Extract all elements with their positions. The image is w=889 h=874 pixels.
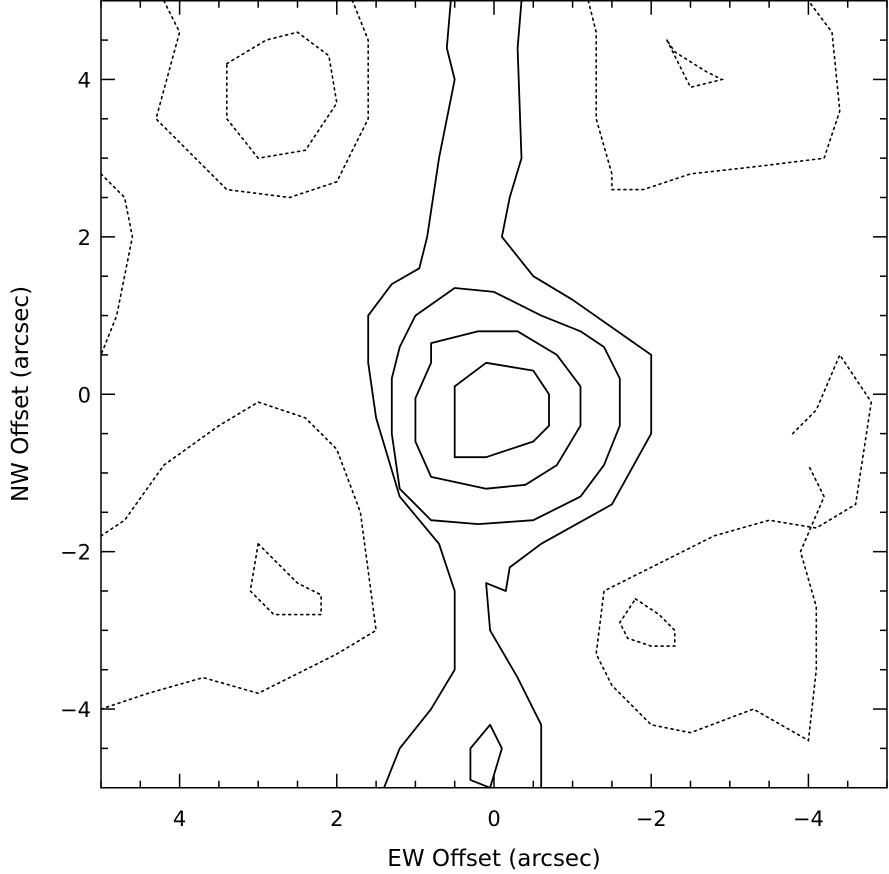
plot-frame [100,0,888,789]
dotted-contour-14 [618,597,676,647]
solid-contour-1 [453,361,550,459]
x-axis-title: EW Offset (arcsec) [387,846,600,872]
dotted-contour-10 [587,0,841,191]
solid-contour-4 [367,0,456,789]
y-tick-label: 2 [78,226,91,250]
dotted-contour-12 [100,401,377,710]
dotted-contour-11 [100,173,134,356]
x-tick-label: 2 [330,807,343,831]
solid-contour-5 [485,0,653,788]
dotted-contour-9 [666,39,725,89]
dotted-contour-8 [155,0,370,199]
x-tick-label: −2 [636,807,667,831]
solid-contour-2 [414,330,582,490]
dotted-contour-7 [226,31,338,160]
solid-contour-3 [390,287,621,525]
tick-labels: 4 2 0 −2 −4 4 2 0 −2 −4 [60,68,824,830]
solid-contour-6 [469,723,503,789]
x-tick-label: −4 [793,807,824,831]
axis-ticks [100,0,888,789]
y-tick-label: −2 [60,541,91,565]
y-tick-label: 0 [78,383,91,407]
y-axis-title: NW Offset (arcsec) [8,286,34,502]
dotted-contour-15 [595,353,873,742]
x-tick-label: 4 [173,807,186,831]
y-tick-label: −4 [60,698,91,722]
x-tick-label: 0 [487,807,500,831]
dotted-contour-13 [249,542,322,616]
y-tick-label: 4 [78,68,91,92]
contour-lines [100,0,873,789]
